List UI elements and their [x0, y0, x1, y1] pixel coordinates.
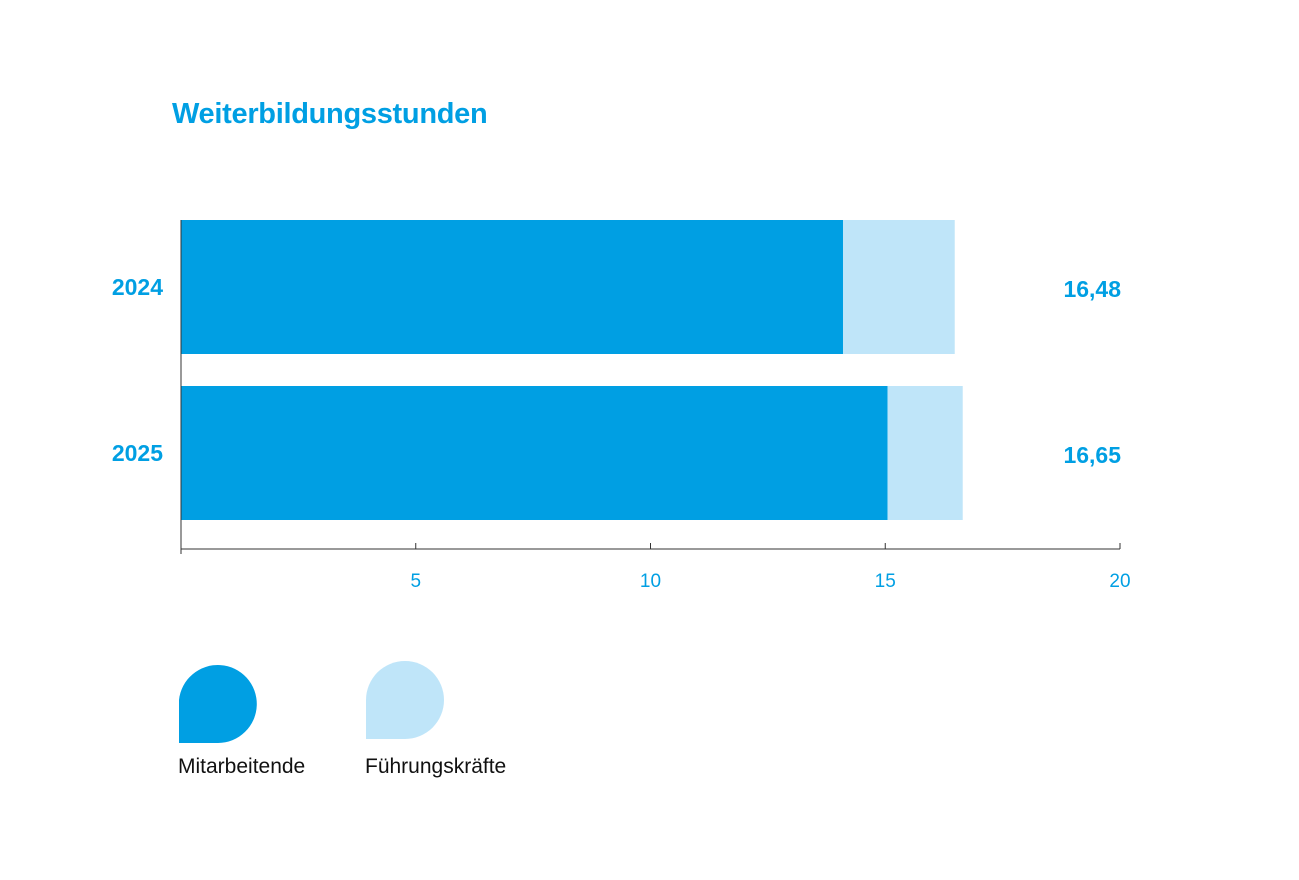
axis-layer [180, 220, 1121, 554]
bar-2025-series-0 [181, 386, 888, 520]
x-tick-label-5: 5 [410, 571, 421, 592]
bars-layer [181, 220, 963, 520]
category-label-2024: 2024 [112, 274, 163, 300]
legend-swatch-mitarbeitende [179, 665, 257, 743]
labels-layer: 2024 16,48 2025 16,65 5 10 15 20 [112, 274, 1131, 592]
bar-2024-series-1 [842, 220, 955, 354]
category-label-2025: 2025 [112, 440, 163, 466]
x-tick-label-10: 10 [640, 571, 661, 592]
legend-swatch-fuehrungskraefte [366, 661, 444, 739]
legend-item-fuehrungskraefte: Führungskräfte [365, 660, 585, 779]
legend-label-fuehrungskraefte: Führungskräfte [365, 755, 507, 778]
x-tick-label-20: 20 [1109, 571, 1130, 592]
bar-2025-series-1 [887, 386, 963, 520]
bar-2024-series-0 [181, 220, 843, 354]
legend-label-mitarbeitende: Mitarbeitende [178, 755, 306, 778]
total-label-2024: 16,48 [1063, 276, 1121, 302]
x-tick-label-15: 15 [875, 571, 896, 592]
total-label-2025: 16,65 [1063, 442, 1121, 468]
chart-title: Weiterbildungsstunden [172, 98, 488, 130]
legend-item-mitarbeitende: Mitarbeitende [178, 660, 398, 779]
